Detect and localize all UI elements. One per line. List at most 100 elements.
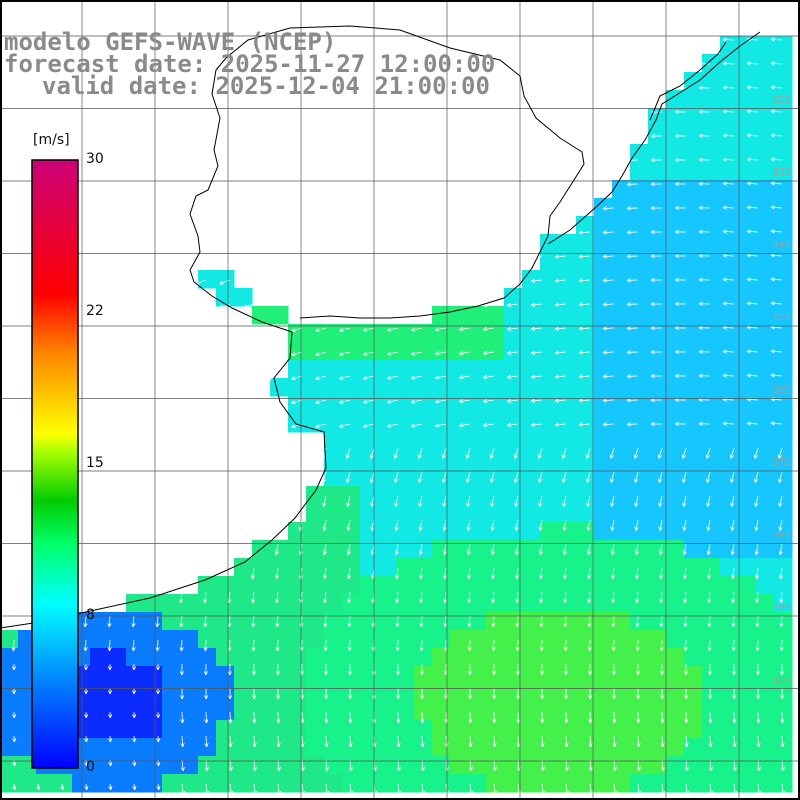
wind-speed-cell xyxy=(468,594,487,613)
wind-speed-cell xyxy=(468,342,487,361)
wind-speed-cell xyxy=(144,648,163,667)
wind-speed-cell xyxy=(594,306,613,325)
wind-speed-cell xyxy=(360,324,379,343)
wind-speed-cell xyxy=(774,414,793,433)
wind-arrow xyxy=(777,447,783,459)
wind-arrow xyxy=(610,543,615,556)
wind-arrow xyxy=(746,253,759,258)
wind-speed-cell xyxy=(324,756,343,775)
wind-arrow xyxy=(770,157,783,162)
wind-arrow xyxy=(506,374,519,380)
wind-speed-cell xyxy=(126,648,145,667)
wind-speed-cell xyxy=(540,378,559,397)
wind-arrow xyxy=(657,447,663,459)
wind-arrow xyxy=(578,230,591,235)
wind-speed-cell xyxy=(486,684,505,703)
wind-speed-cell xyxy=(684,648,703,667)
wind-arrow xyxy=(602,302,615,307)
wind-speed-cell xyxy=(738,144,757,163)
wind-arrow xyxy=(674,253,687,259)
wind-speed-cell xyxy=(468,738,487,757)
wind-speed-cell xyxy=(720,540,739,559)
wind-speed-cell xyxy=(756,738,775,757)
wind-speed-cell xyxy=(702,72,721,91)
wind-speed-cell xyxy=(612,738,631,757)
wind-arrow xyxy=(674,181,687,187)
wind-speed-cell xyxy=(522,468,541,487)
wind-arrow xyxy=(755,615,760,628)
wind-arrow xyxy=(418,471,423,483)
wind-arrow xyxy=(683,639,688,652)
wind-speed-cell xyxy=(702,522,721,541)
wind-speed-cell xyxy=(450,432,469,451)
wind-speed-cell xyxy=(756,594,775,613)
wind-arrow xyxy=(722,349,735,354)
wind-arrow xyxy=(387,399,399,404)
wind-speed-cell xyxy=(774,72,793,91)
wind-speed-cell xyxy=(630,522,649,541)
wind-arrow xyxy=(732,711,737,724)
wind-arrow xyxy=(132,711,137,719)
wind-arrow xyxy=(275,591,280,604)
wind-arrow xyxy=(698,85,711,90)
wind-speed-cell xyxy=(162,702,181,721)
wind-speed-cell xyxy=(468,576,487,595)
wind-speed-field xyxy=(0,36,793,793)
wind-speed-cell xyxy=(414,774,433,793)
wind-arrow xyxy=(490,495,495,507)
wind-speed-cell xyxy=(738,648,757,667)
wind-speed-cell xyxy=(378,414,397,433)
wind-arrow xyxy=(756,759,761,772)
wind-arrow xyxy=(203,687,209,700)
wind-speed-cell xyxy=(702,126,721,145)
wind-speed-cell xyxy=(126,720,145,739)
wind-arrow xyxy=(561,447,567,459)
wind-arrow xyxy=(586,567,592,580)
wind-speed-cell xyxy=(90,630,109,649)
wind-arrow xyxy=(243,303,255,309)
lat-label-38s: 38S xyxy=(772,530,792,541)
wind-arrow xyxy=(674,421,687,427)
wind-speed-cell xyxy=(774,216,793,235)
wind-arrow xyxy=(578,254,591,259)
wind-arrow xyxy=(417,447,423,459)
wind-speed-cell xyxy=(396,666,415,685)
wind-speed-cell xyxy=(378,504,397,523)
wind-speed-cell xyxy=(504,720,523,739)
wind-arrow xyxy=(770,37,783,42)
wind-arrow xyxy=(491,615,496,628)
wind-speed-cell xyxy=(738,486,757,505)
wind-speed-cell xyxy=(612,720,631,739)
wind-speed-cell xyxy=(306,324,325,343)
wind-speed-cell xyxy=(432,414,451,433)
wind-arrow xyxy=(492,783,498,796)
wind-arrow xyxy=(746,181,759,186)
wind-speed-cell xyxy=(720,324,739,343)
wind-speed-cell xyxy=(558,270,577,289)
wind-speed-cell xyxy=(576,612,595,631)
wind-speed-cell xyxy=(342,576,361,595)
wind-arrow xyxy=(770,109,783,114)
wind-arrow xyxy=(698,373,711,378)
wind-arrow xyxy=(492,759,497,772)
wind-speed-cell xyxy=(738,180,757,199)
wind-arrow xyxy=(698,229,711,234)
wind-arrow xyxy=(770,421,783,426)
wind-speed-cell xyxy=(522,702,541,721)
wind-speed-cell xyxy=(612,522,631,541)
wind-speed-cell xyxy=(396,522,415,541)
wind-speed-cell xyxy=(450,576,469,595)
wind-arrow xyxy=(778,543,783,556)
wind-speed-cell xyxy=(342,540,361,559)
wind-speed-cell xyxy=(648,180,667,199)
wind-arrow xyxy=(698,205,711,210)
wind-speed-cell xyxy=(666,306,685,325)
wind-speed-cell xyxy=(306,612,325,631)
wind-arrow xyxy=(458,423,471,428)
wind-speed-cell xyxy=(702,288,721,307)
wind-speed-cell xyxy=(558,666,577,685)
wind-speed-cell xyxy=(432,360,451,379)
wind-arrow xyxy=(420,735,425,748)
wind-speed-cell xyxy=(774,180,793,199)
wind-arrow xyxy=(468,783,474,796)
